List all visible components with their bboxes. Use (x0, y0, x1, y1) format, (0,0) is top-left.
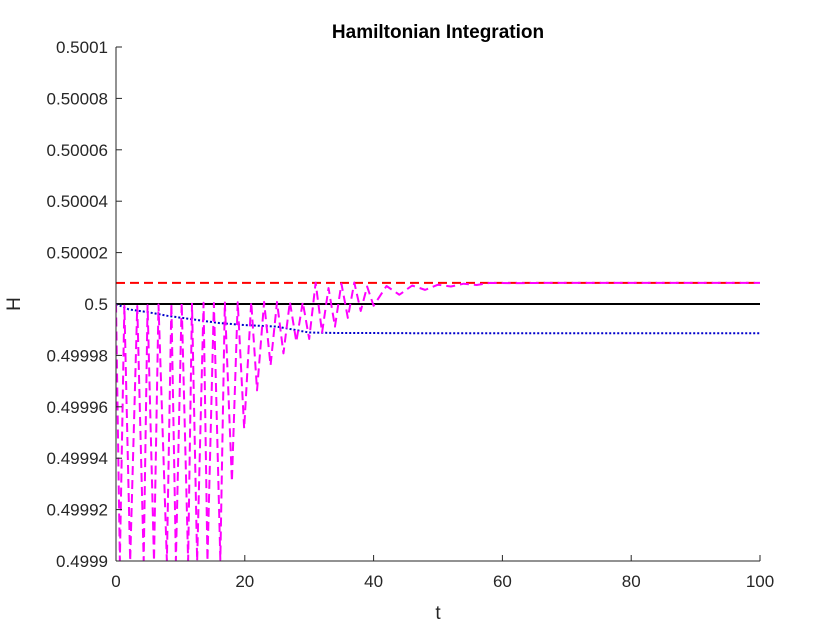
x-tick-label: 0 (111, 572, 120, 591)
series-layer (116, 281, 760, 561)
x-tick-label: 20 (235, 572, 254, 591)
blue-dotted-series (116, 303, 760, 335)
y-tick-label: 0.50008 (47, 89, 108, 108)
y-tick-label: 0.5 (84, 295, 108, 314)
y-tick-label: 0.50006 (47, 141, 108, 160)
y-tick-label: 0.49992 (47, 501, 108, 520)
x-tick-label: 60 (493, 572, 512, 591)
y-tick-label: 0.49998 (47, 346, 108, 365)
y-tick-label: 0.4999 (56, 552, 108, 571)
y-axis-label: H (4, 297, 25, 311)
chart-title: Hamiltonian Integration (332, 22, 544, 43)
x-axis-label: t (435, 603, 441, 624)
y-tick-label: 0.49994 (47, 449, 108, 468)
y-tick-label: 0.49996 (47, 398, 108, 417)
ticks-layer: 0 20 40 60 80 100 0.4999 0.49992 0.49994 0.49996 0… (47, 38, 775, 591)
x-tick-label: 100 (746, 572, 774, 591)
y-tick-label: 0.50004 (47, 192, 108, 211)
y-tick-label: 0.50002 (47, 244, 108, 263)
y-tick-label: 0.5001 (56, 38, 108, 57)
x-tick-label: 80 (622, 572, 641, 591)
x-tick-label: 40 (364, 572, 383, 591)
magenta-dashed-series (116, 281, 760, 561)
